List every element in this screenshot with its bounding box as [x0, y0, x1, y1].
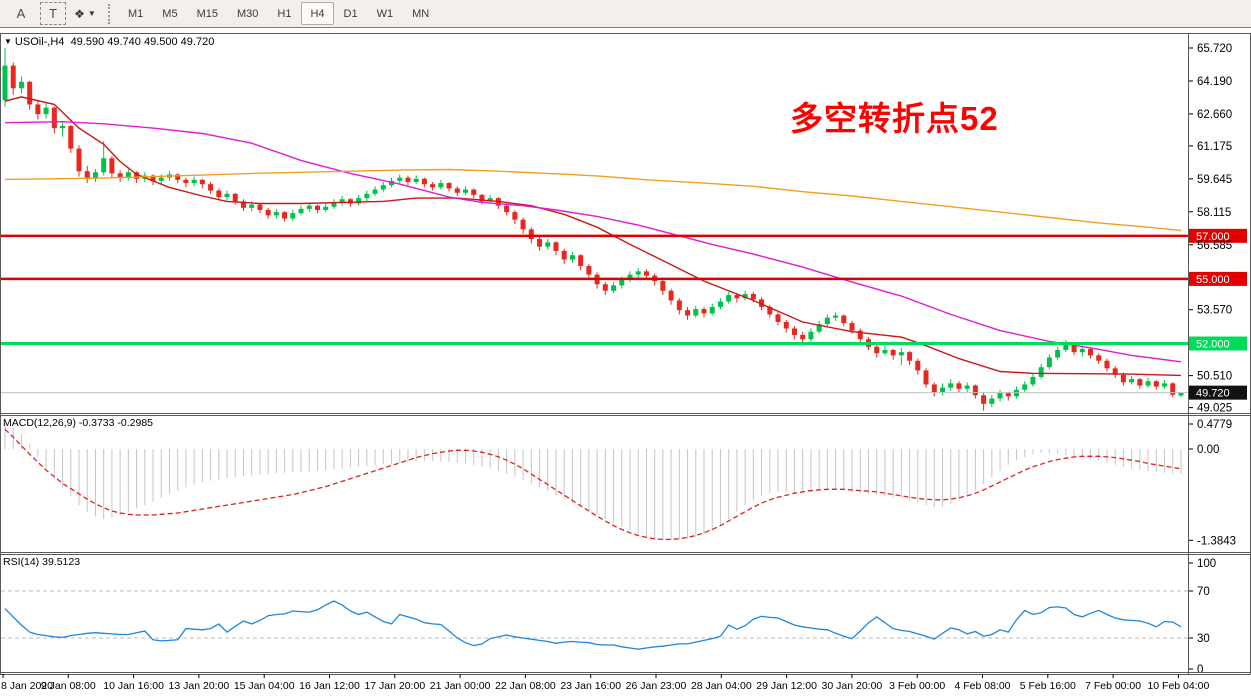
toolbar-grip[interactable] — [108, 3, 110, 24]
price-axis-label: 61.175 — [1197, 141, 1232, 153]
time-axis-label: 26 Jan 23:00 — [626, 680, 687, 692]
time-axis-label: 3 Feb 00:00 — [889, 680, 945, 692]
time-axis-label: 17 Jan 20:00 — [364, 680, 425, 692]
chart-window: 57.000 55.000 52.000 49.720 65.720 64.190 62.6… — [0, 28, 1251, 696]
time-axis-label: 13 Jan 20:00 — [169, 680, 230, 692]
price-badge-55.000: 55.000 — [1189, 271, 1247, 286]
time-axis-label: 22 Jan 08:00 — [495, 680, 556, 692]
rsi-axis-label: 70 — [1197, 586, 1210, 598]
candles-layer — [2, 48, 1184, 411]
price-axis: 65.720 64.190 62.660 61.175 59.645 58.115 56.5… — [1189, 43, 1232, 415]
price-axis-label: 62.660 — [1197, 109, 1232, 121]
timeframe-button-mn[interactable]: MN — [412, 7, 430, 20]
svg-text:57.000: 57.000 — [1196, 231, 1230, 243]
symbol-label: USOil-,H4 — [14, 36, 65, 48]
svg-text:52.000: 52.000 — [1196, 339, 1230, 351]
timeframe-button-m1[interactable]: M1 — [128, 7, 144, 20]
time-axis-label: 10 Feb 04:00 — [1147, 680, 1209, 692]
time-axis-label: 8 Jan 2020 — [1, 680, 53, 692]
rsi-level-lines — [1, 590, 1188, 639]
macd-signal-line — [4, 428, 1182, 541]
panel-borders — [0, 33, 1251, 675]
rsi-value: 39.5123 — [42, 556, 81, 568]
rsi-axis-label: 100 — [1197, 558, 1216, 570]
text-label-tool-button[interactable]: A — [16, 6, 26, 21]
macd-label: MACD(12,26,9) — [3, 417, 76, 429]
price-axis-label: 59.645 — [1197, 174, 1232, 186]
time-axis-label: 21 Jan 00:00 — [430, 680, 491, 692]
macd-axis-label: 0.4779 — [1197, 419, 1232, 431]
macd-histogram-layer — [4, 422, 1182, 541]
time-axis-label: 5 Feb 16:00 — [1020, 680, 1076, 692]
svg-text:49.720: 49.720 — [1196, 388, 1230, 400]
time-axis-label: 28 Jan 04:00 — [691, 680, 752, 692]
cursor-tool-icon: ❖ — [74, 6, 85, 21]
rsi-axis: 100 70 30 0 — [1189, 558, 1216, 676]
price-badge-49.720: 49.720 — [1189, 385, 1247, 400]
ma-line-mid-magenta — [4, 120, 1182, 363]
time-axis-label: 9 Jan 08:00 — [41, 680, 96, 692]
price-axis-label: 49.025 — [1197, 403, 1232, 415]
timeframe-button-h1[interactable]: H1 — [277, 7, 292, 20]
rsi-label: RSI(14) — [3, 556, 40, 568]
time-axis-label: 4 Feb 08:00 — [954, 680, 1010, 692]
ma-line-slow-orange — [4, 168, 1182, 232]
price-axis-label: 50.510 — [1197, 371, 1232, 383]
rsi-indicator-title: RSI(14) 39.5123 — [3, 556, 80, 568]
rsi-axis-label: 0 — [1197, 664, 1203, 676]
timeframe-button-m30[interactable]: M30 — [236, 7, 259, 20]
svg-text:55.000: 55.000 — [1196, 274, 1230, 286]
macd-axis-label: 0.00 — [1197, 444, 1219, 456]
price-axis-label: 56.585 — [1197, 240, 1232, 252]
rsi-line — [4, 600, 1182, 650]
price-axis-label: 53.570 — [1197, 305, 1232, 317]
time-axis-label: 7 Feb 00:00 — [1085, 680, 1141, 692]
timeframe-button-d1[interactable]: D1 — [343, 7, 358, 20]
macd-axis-label: -1.3843 — [1197, 535, 1236, 547]
dropdown-caret-icon: ▼ — [87, 9, 96, 18]
timeframe-button-m5[interactable]: M5 — [162, 7, 178, 20]
horizontal-lines-layer: 57.000 55.000 52.000 49.720 — [0, 228, 1247, 400]
macd-values: -0.3733 -0.2985 — [78, 417, 154, 429]
chart-text-annotation[interactable]: 多空转折点52 — [790, 100, 999, 137]
macd-indicator-title: MACD(12,26,9) -0.3733 -0.2985 — [3, 417, 153, 429]
timeframe-button-h4[interactable]: H4 — [301, 2, 334, 25]
ma-line-fast-red — [4, 96, 1182, 377]
rsi-axis-label: 30 — [1197, 633, 1210, 645]
time-axis-label: 29 Jan 12:00 — [756, 680, 817, 692]
text-box-tool-button[interactable]: T — [40, 2, 66, 25]
price-axis-label: 65.720 — [1197, 43, 1232, 55]
time-axis-label: 16 Jan 12:00 — [299, 680, 360, 692]
price-axis-label: 64.190 — [1197, 76, 1232, 88]
symbol-title[interactable]: ▼ USOil-,H4 49.590 49.740 49.500 49.720 — [4, 36, 214, 48]
cursor-tools-dropdown-button[interactable]: ❖ ▼ — [72, 2, 98, 25]
chart-canvas[interactable]: 57.000 55.000 52.000 49.720 65.720 64.190 62.6… — [0, 28, 1251, 696]
macd-axis: 0.4779 0.00 -1.3843 — [1189, 419, 1236, 547]
time-axis-label: 15 Jan 04:00 — [234, 680, 295, 692]
timeframe-button-w1[interactable]: W1 — [376, 7, 394, 20]
price-axis-label: 58.115 — [1197, 207, 1231, 219]
symbol-ohlc-values: 49.590 49.740 49.500 49.720 — [70, 36, 215, 48]
time-axis-label: 10 Jan 16:00 — [103, 680, 164, 692]
time-axis-label: 23 Jan 16:00 — [560, 680, 621, 692]
symbol-dropdown-icon[interactable]: ▼ — [4, 37, 12, 46]
toolbar: A T ❖ ▼ M1 M5 M15 M30 H1 H4 D1 W1 MN — [0, 0, 1251, 28]
timeframe-button-m15[interactable]: M15 — [196, 7, 218, 20]
price-badge-57.000: 57.000 — [1189, 228, 1247, 243]
time-axis-label: 30 Jan 20:00 — [822, 680, 883, 692]
price-badge-52.000: 52.000 — [1189, 336, 1247, 351]
